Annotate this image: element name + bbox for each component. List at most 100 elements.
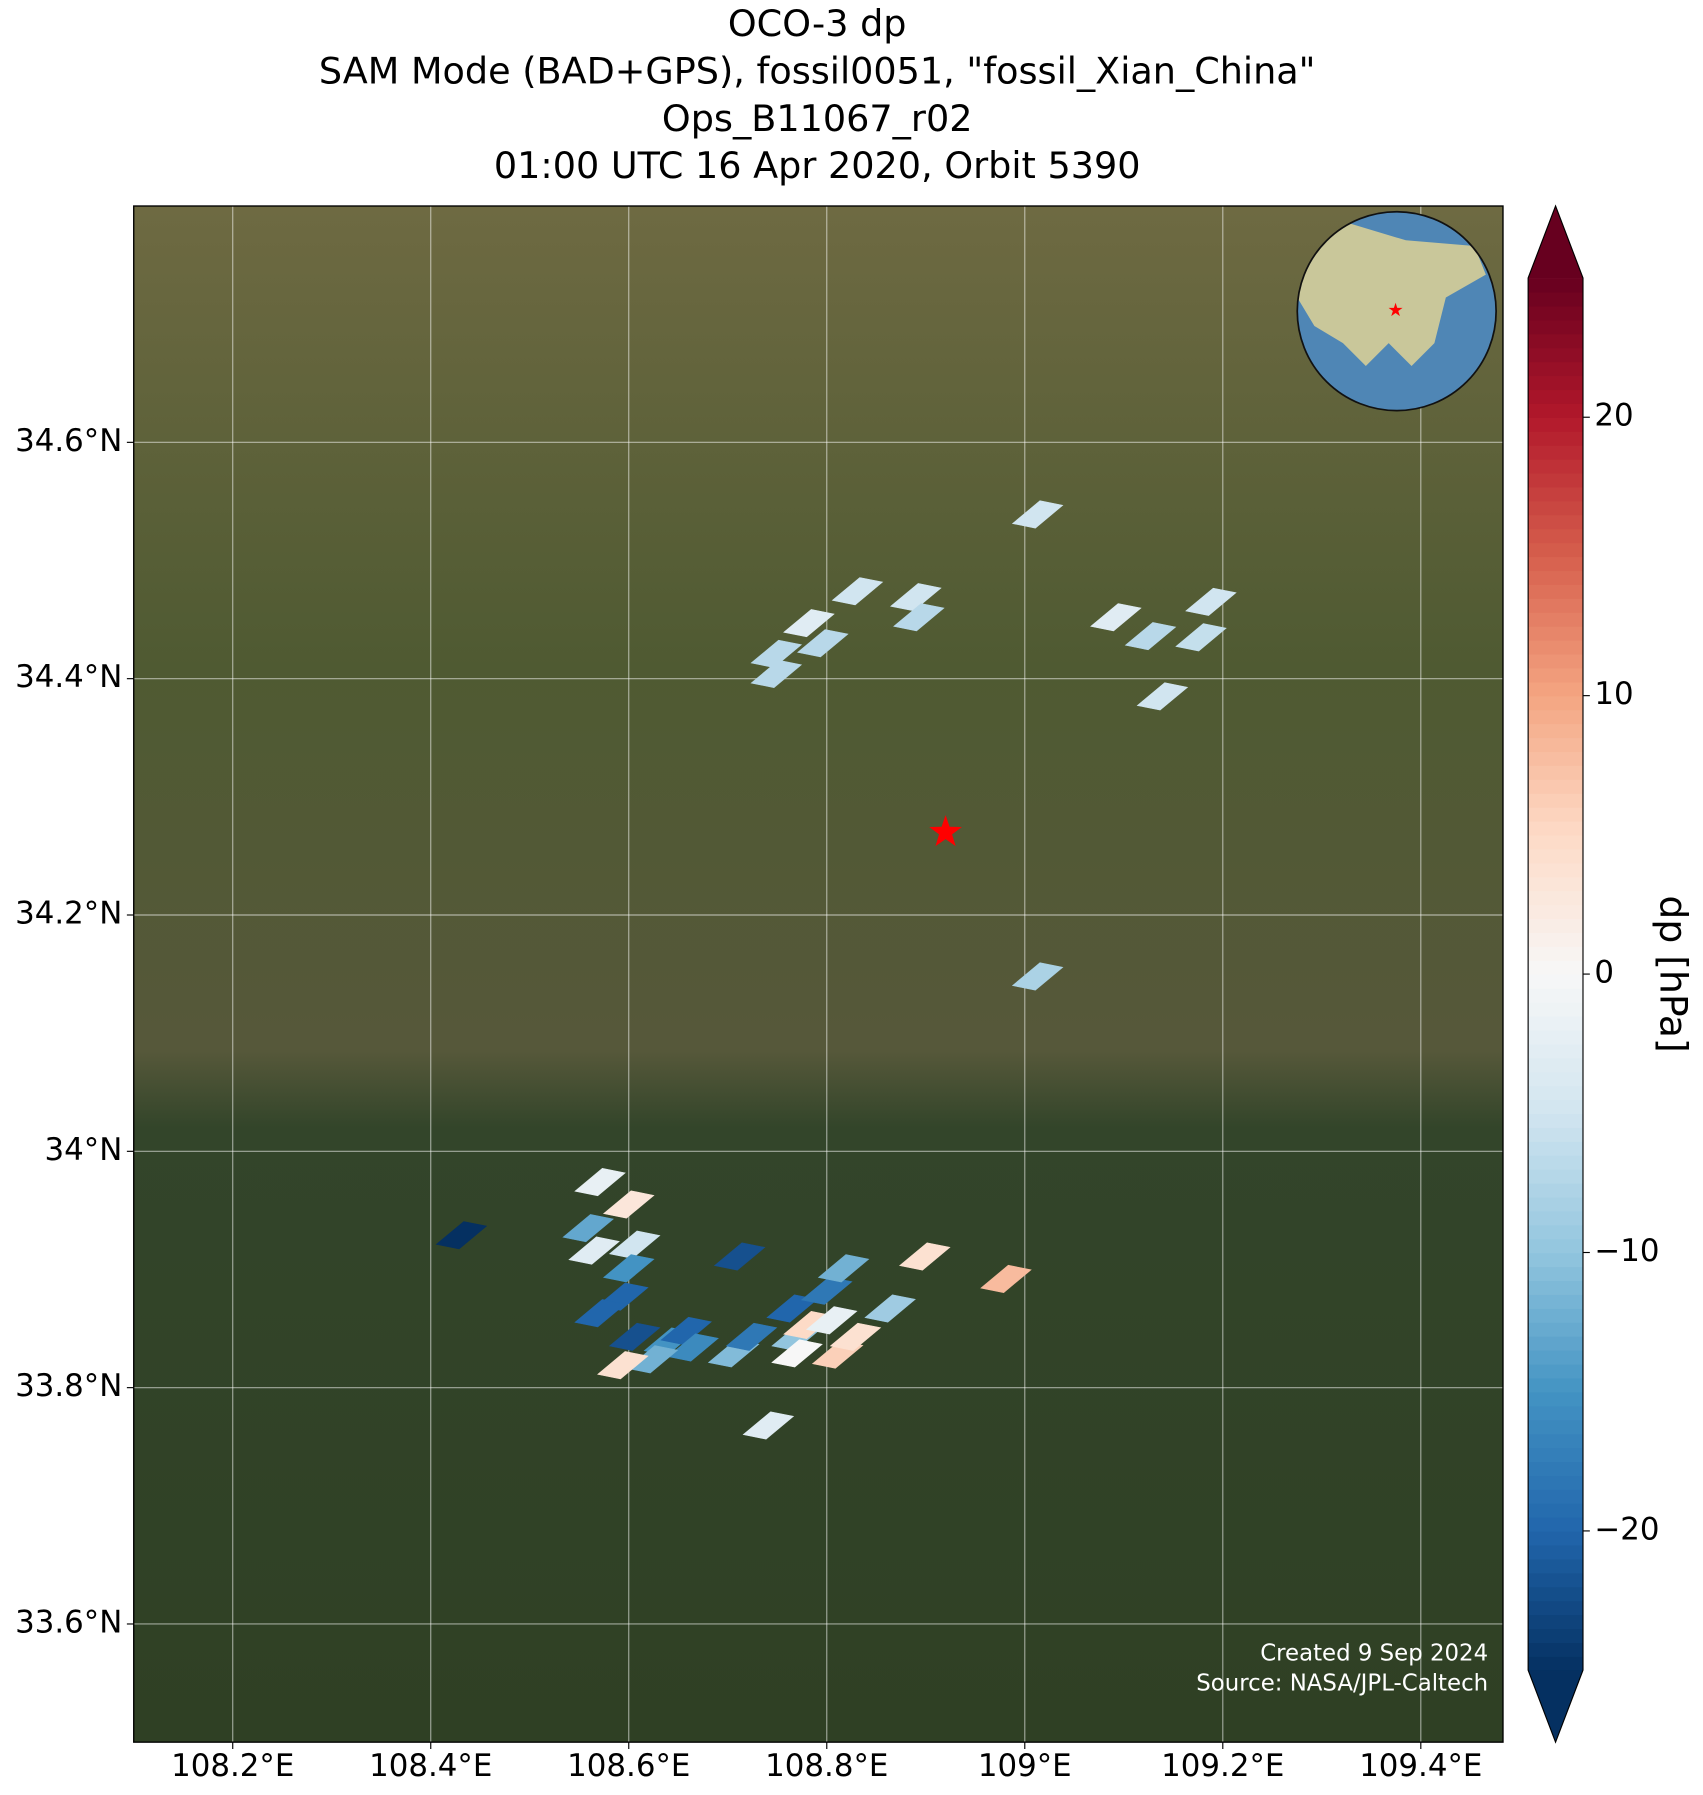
x-tick-label: 109.4°E	[1359, 1748, 1482, 1784]
colorbar-segment	[1528, 1294, 1583, 1309]
colorbar-segment	[1528, 1405, 1583, 1421]
colorbar-segment	[1528, 1141, 1583, 1156]
footprint	[713, 1242, 766, 1271]
colorbar-segment	[1528, 932, 1583, 947]
colorbar-extend	[1528, 1670, 1583, 1743]
footprint	[980, 1264, 1032, 1293]
footprint	[831, 577, 884, 606]
globe-inset: ★	[1296, 210, 1497, 412]
colorbar-segment	[1528, 375, 1583, 391]
colorbar-segment	[1528, 1029, 1583, 1045]
colorbar-segment	[1528, 1238, 1583, 1254]
globe-land	[1297, 223, 1486, 367]
colorbar-segment	[1528, 890, 1583, 906]
colorbar-segment	[1528, 431, 1583, 446]
footprint	[660, 1316, 712, 1345]
y-tick-label: 33.8°N	[15, 1368, 122, 1404]
colorbar-segment	[1528, 667, 1583, 683]
colorbar-segment	[1528, 876, 1583, 892]
y-tick-label: 34.4°N	[15, 659, 122, 695]
colorbar-segment	[1528, 1642, 1583, 1657]
footprint	[574, 1168, 626, 1197]
colorbar-segment	[1528, 639, 1583, 655]
colorbar-segment	[1528, 1057, 1583, 1073]
colorbar-segment	[1528, 987, 1583, 1003]
colorbar-segment	[1528, 1447, 1583, 1463]
footprint	[864, 1294, 916, 1323]
colorbar-segment	[1528, 458, 1583, 474]
colorbar-segment	[1528, 1099, 1583, 1114]
colorbar-segment	[1528, 1349, 1583, 1365]
colorbar-segment	[1528, 1475, 1583, 1490]
footprint	[797, 629, 849, 658]
x-tick-label: 108.8°E	[765, 1748, 888, 1784]
footprint	[1175, 623, 1227, 652]
footprint	[893, 603, 945, 632]
colorbar-segment	[1528, 1572, 1583, 1588]
colorbar-segment	[1528, 1530, 1583, 1546]
colorbar-segment	[1528, 1210, 1583, 1226]
colorbar-tick-label: 10	[1594, 676, 1633, 712]
footprint	[568, 1236, 620, 1265]
colorbar-segment	[1528, 542, 1583, 558]
colorbar-segment	[1528, 1363, 1583, 1379]
colorbar-segment	[1528, 1322, 1583, 1337]
note: Created 9 Sep 2024	[1260, 1641, 1488, 1667]
colorbar-segment	[1528, 737, 1583, 753]
footprint	[829, 1322, 882, 1351]
colorbar-segment	[1528, 1308, 1583, 1323]
x-tick-label: 108.2°E	[171, 1748, 294, 1784]
colorbar-segment	[1528, 820, 1583, 836]
colorbar-segment	[1528, 1336, 1583, 1351]
colorbar-segment	[1528, 1461, 1583, 1476]
colorbar-segment	[1528, 1517, 1583, 1532]
footprint	[725, 1322, 778, 1351]
colorbar-segment	[1528, 1558, 1583, 1574]
colorbar-segment	[1528, 974, 1583, 989]
footprint	[742, 1411, 795, 1440]
colorbar-segment	[1528, 653, 1583, 669]
colorbar-segment	[1528, 1614, 1583, 1630]
colorbar-segment	[1528, 1377, 1583, 1393]
colorbar-segment	[1528, 918, 1583, 934]
y-tick-label: 34.2°N	[15, 895, 122, 931]
colorbar-label: dp [hPa]	[1651, 895, 1695, 1052]
colorbar-segment	[1528, 1656, 1583, 1671]
chart-title: SAM Mode (BAD+GPS), fossil0051, "fossil_…	[319, 49, 1316, 92]
footprint	[667, 1333, 719, 1362]
colorbar-segment	[1528, 1224, 1583, 1240]
footprint	[890, 583, 942, 612]
x-tick-label: 108.6°E	[567, 1748, 690, 1784]
colorbar-segment	[1528, 1391, 1583, 1407]
colorbar-segment	[1528, 681, 1583, 697]
colorbar-tick-label: −10	[1594, 1233, 1659, 1269]
colorbar-segment	[1528, 347, 1583, 363]
colorbar-segment	[1528, 834, 1583, 850]
footprint	[783, 609, 835, 638]
colorbar-segment	[1528, 1433, 1583, 1449]
chart-title: 01:00 UTC 16 Apr 2020, Orbit 5390	[494, 144, 1141, 187]
footprint	[608, 1322, 661, 1351]
colorbar-segment	[1528, 1586, 1583, 1602]
colorbar-segment	[1528, 1001, 1583, 1017]
colorbar-segment	[1528, 1628, 1583, 1643]
footprint	[597, 1351, 649, 1380]
colorbar-segment	[1528, 598, 1583, 613]
y-tick-label: 33.6°N	[15, 1604, 122, 1640]
footprint	[602, 1254, 655, 1283]
colorbar-segment	[1528, 278, 1583, 293]
colorbar-tick-label: 20	[1594, 398, 1633, 434]
colorbar-segment	[1528, 319, 1583, 335]
footprint	[608, 1230, 661, 1259]
map-layer	[133, 206, 1503, 1743]
footprint	[1185, 587, 1237, 616]
colorbar-segment	[1528, 361, 1583, 377]
footprint	[1011, 962, 1064, 991]
chart-title: OCO-3 dp	[728, 2, 907, 45]
footprint	[1011, 500, 1064, 529]
colorbar-segment	[1528, 960, 1583, 975]
colorbar-segment	[1528, 1043, 1583, 1059]
colorbar-segment	[1528, 1600, 1583, 1616]
footprint	[574, 1299, 626, 1328]
